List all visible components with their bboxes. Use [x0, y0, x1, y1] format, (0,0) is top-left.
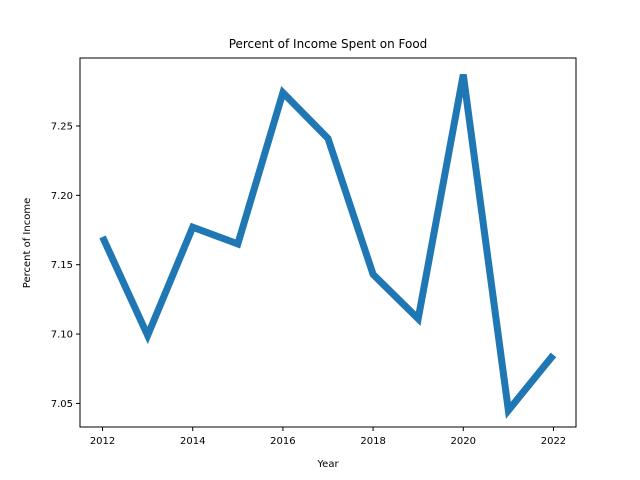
y-tick-label-4: 7.25 [51, 121, 73, 132]
x-tick-label-1: 2014 [180, 436, 205, 447]
series-line-0 [99, 74, 557, 419]
x-tick-label-5: 2022 [541, 436, 566, 447]
x-tick-label-2: 2016 [270, 436, 295, 447]
y-tick-label-0: 7.05 [51, 399, 73, 410]
x-tick-label-4: 2020 [451, 436, 476, 447]
x-tick-label-3: 2018 [360, 436, 385, 447]
y-tick-label-3: 7.20 [51, 191, 73, 202]
chart-title: Percent of Income Spent on Food [229, 37, 428, 51]
y-axis: 7.05 7.10 7.15 7.20 7.25 [51, 121, 80, 410]
y-tick-label-2: 7.15 [51, 260, 73, 271]
x-tick-label-0: 2012 [90, 436, 115, 447]
x-axis-label: Year [316, 459, 339, 470]
plot-frame [79, 57, 577, 428]
plot-area [99, 74, 557, 419]
x-axis: 2012 2014 2016 2018 2020 2022 [90, 427, 566, 447]
y-axis-label: Percent of Income [22, 198, 33, 288]
y-tick-label-1: 7.10 [51, 330, 73, 341]
